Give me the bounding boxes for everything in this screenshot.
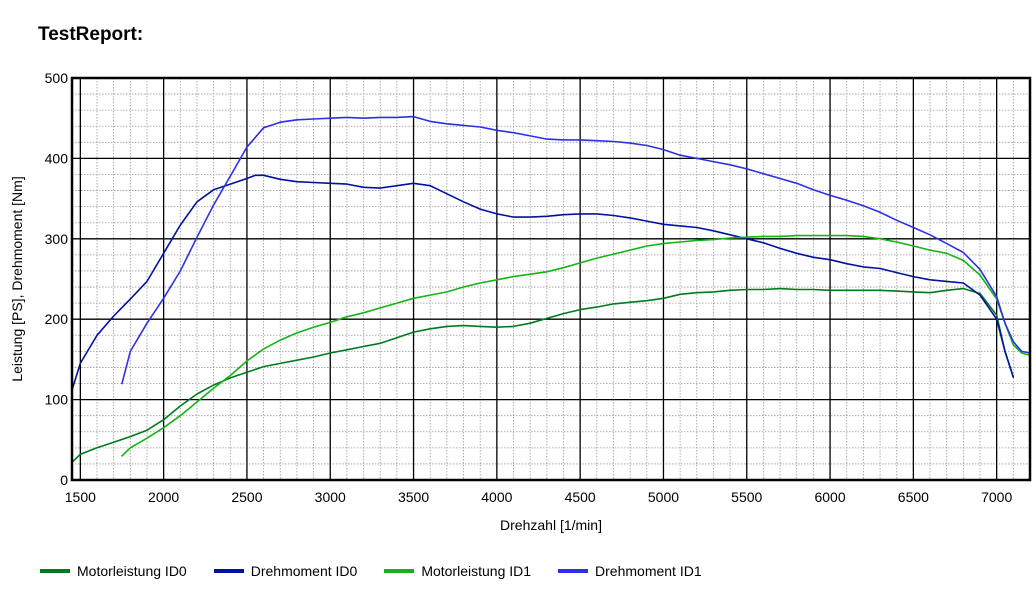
- x-tick-label: 6000: [814, 489, 845, 505]
- legend-label: Drehmoment ID1: [595, 563, 702, 579]
- y-tick-label: 0: [60, 472, 68, 488]
- x-tick-label: 5000: [648, 489, 679, 505]
- legend-swatch: [40, 569, 70, 573]
- plot-background: [72, 78, 1030, 480]
- y-tick-labels: 0 100 200 300 400 500: [45, 70, 69, 488]
- y-tick-label: 300: [45, 231, 69, 247]
- legend-label: Drehmoment ID0: [250, 563, 358, 579]
- x-tick-label: 3500: [398, 489, 429, 505]
- x-tick-label: 5500: [731, 489, 762, 505]
- series-line: [121, 234, 1031, 457]
- x-tick-label: 1500: [65, 489, 96, 505]
- legend-item: Motorleistung ID0: [40, 563, 187, 579]
- legend-label: Motorleistung ID0: [77, 563, 187, 579]
- y-axis-label: Leistung [PS], Drehmoment [Nm]: [9, 176, 25, 381]
- legend-swatch: [558, 569, 589, 573]
- x-tick-labels: 1500 2000 2500 3000 3500 4000 4500 5000 5500 6000…: [65, 489, 1013, 505]
- x-tick-label: 4000: [481, 489, 512, 505]
- series-line: [121, 115, 1031, 385]
- y-tick-label: 200: [45, 311, 69, 327]
- page-title: TestReport:: [38, 24, 144, 45]
- x-tick-label: 7000: [981, 489, 1012, 505]
- minor-grid: [72, 78, 1031, 480]
- x-tick-label: 4500: [565, 489, 596, 505]
- x-tick-label: 6500: [898, 489, 929, 505]
- series-line: [71, 174, 1015, 391]
- x-tick-label: 2000: [148, 489, 179, 505]
- series-layer: [71, 115, 1031, 464]
- x-axis-label: Drehzahl [1/min]: [500, 517, 602, 533]
- y-tick-label: 100: [45, 392, 69, 408]
- legend-item: Drehmoment ID0: [213, 563, 358, 579]
- x-tick-label: 3000: [315, 489, 346, 505]
- y-tick-label: 500: [45, 70, 69, 86]
- plot-frame: [70, 76, 1032, 482]
- x-tick-label: 2500: [231, 489, 262, 505]
- legend-item: Drehmoment ID1: [558, 563, 702, 579]
- legend-swatch: [213, 569, 244, 573]
- legend-label: Motorleistung ID1: [421, 563, 532, 579]
- legend-swatch: [384, 569, 415, 573]
- legend: Motorleistung ID0 Drehmoment ID0 Motorle…: [40, 563, 729, 579]
- legend-item: Motorleistung ID1: [384, 563, 531, 579]
- y-tick-label: 400: [45, 150, 69, 166]
